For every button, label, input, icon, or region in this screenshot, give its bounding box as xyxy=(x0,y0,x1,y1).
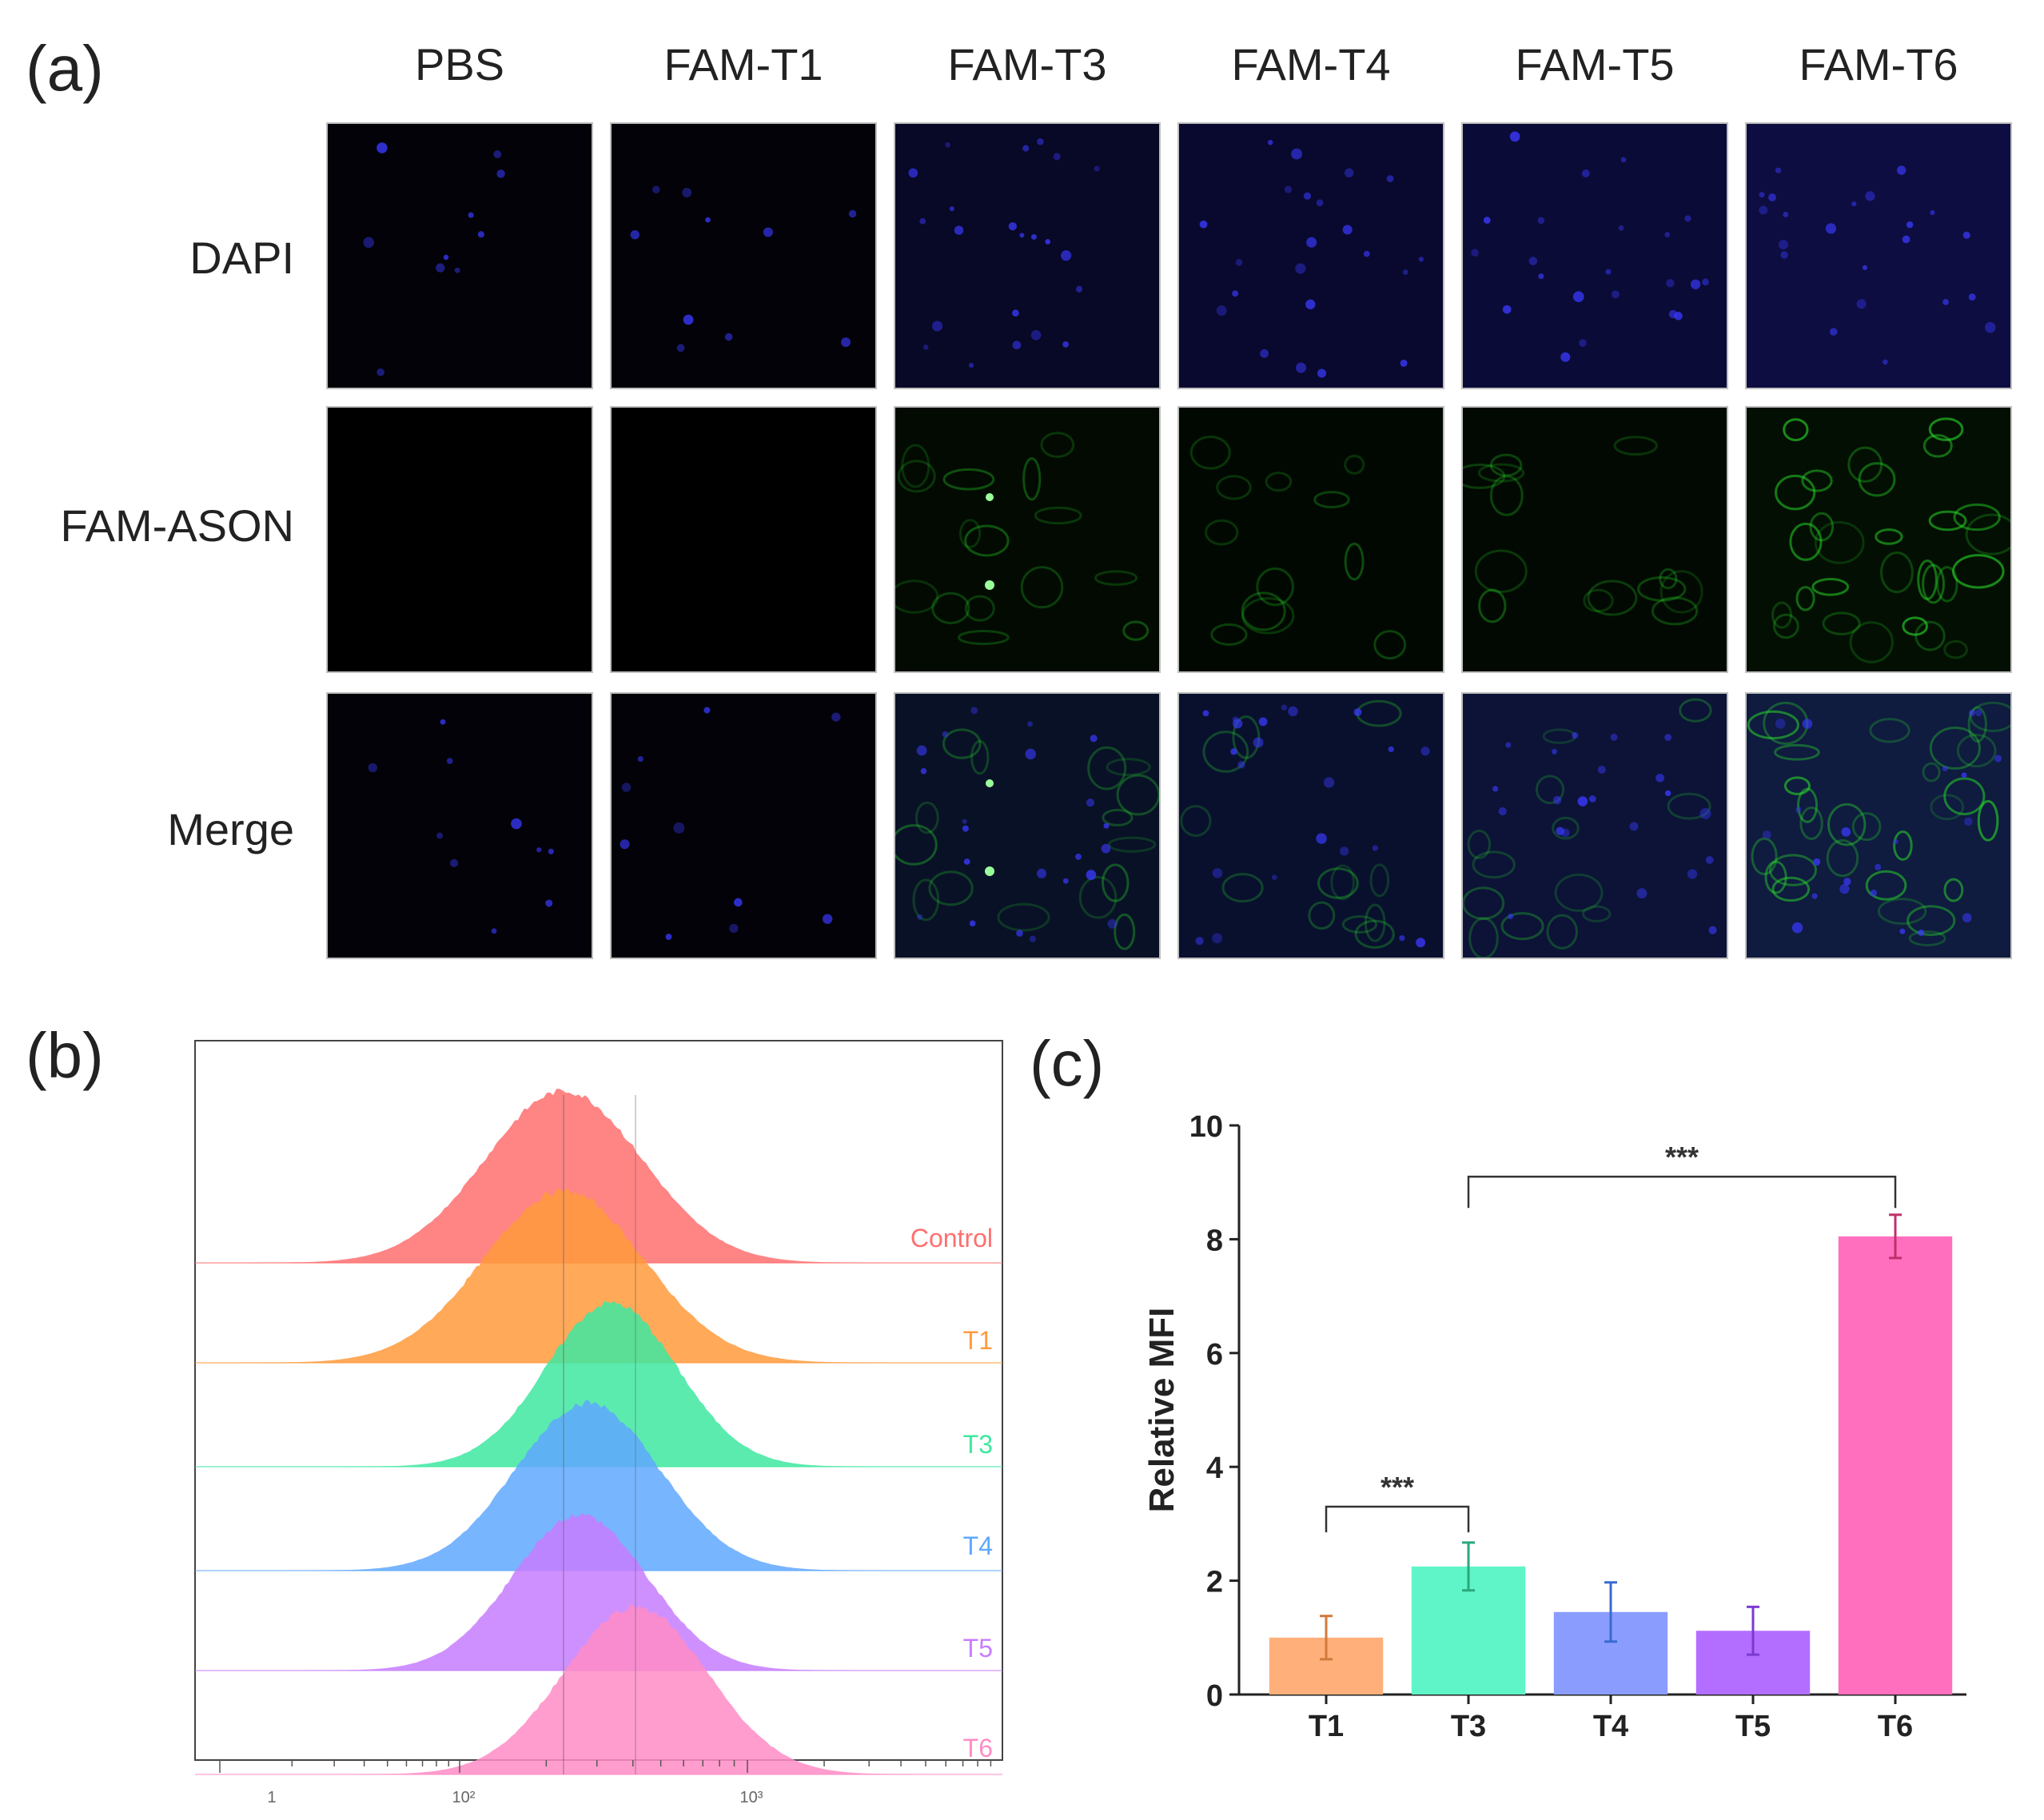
micrograph-dapi-fam-t5 xyxy=(1463,124,1727,388)
y-tick-label: 8 xyxy=(1206,1224,1223,1257)
relative-mfi-bar-chart: 0 2 4 6 8 10 Relative MFI T1 T3 T4 T5 T6 *** *** xyxy=(1142,1110,1966,1743)
row-header-fam-ason: FAM-ASON xyxy=(60,500,294,551)
histogram-t4 xyxy=(195,1400,1002,1571)
significance-bracket xyxy=(1325,1505,1470,1533)
column-header-fam-t5: FAM-T5 xyxy=(1515,39,1675,90)
histogram-label-t3: T3 xyxy=(963,1430,993,1459)
y-tick-label: 6 xyxy=(1206,1338,1223,1372)
y-tick-label: 0 xyxy=(1206,1679,1223,1713)
column-header-fam-t1: FAM-T1 xyxy=(663,39,823,90)
micrograph-dapi-fam-t4 xyxy=(1179,124,1443,388)
micrograph-fam-ason-fam-t3 xyxy=(895,408,1159,671)
micrograph-merge-fam-t5 xyxy=(1463,694,1727,958)
bar-t6 xyxy=(1838,1236,1953,1695)
panel-a-label: (a) xyxy=(26,33,104,104)
micrograph-dapi-fam-t6 xyxy=(1747,124,2010,388)
histogram-label-t1: T1 xyxy=(963,1326,993,1355)
micrograph-fam-ason-pbs xyxy=(328,408,592,671)
micrograph-merge-fam-t1 xyxy=(612,694,875,958)
histogram-label-control: Control xyxy=(910,1224,993,1252)
histogram-t3 xyxy=(195,1300,1002,1467)
column-header-fam-t3: FAM-T3 xyxy=(947,39,1107,90)
y-tick-label: 4 xyxy=(1206,1452,1223,1485)
histogram-x-tick-label: 1 xyxy=(267,1789,276,1806)
panel-c-label: (c) xyxy=(1030,1028,1105,1099)
column-header-fam-t6: FAM-T6 xyxy=(1799,39,1958,90)
histogram-label-t6: T6 xyxy=(963,1734,993,1762)
histogram-t6 xyxy=(195,1604,1002,1774)
significance-label: *** xyxy=(1665,1141,1699,1173)
micrograph-dapi-fam-t3 xyxy=(895,124,1159,388)
histogram-x-tick-label: 10³ xyxy=(740,1789,763,1806)
y-axis-label: Relative MFI xyxy=(1142,1308,1181,1513)
micrograph-fam-ason-fam-t4 xyxy=(1179,408,1443,671)
histogram-label-t5: T5 xyxy=(963,1634,993,1663)
column-header-fam-t4: FAM-T4 xyxy=(1231,39,1391,90)
micrograph-merge-fam-t3 xyxy=(895,694,1159,958)
histogram-label-t4: T4 xyxy=(963,1531,993,1560)
micrograph-fam-ason-fam-t1 xyxy=(612,408,875,671)
histogram-control xyxy=(195,1089,1002,1263)
significance-label: *** xyxy=(1381,1471,1414,1503)
row-header-dapi: DAPI xyxy=(189,233,294,283)
histogram-x-tick-label: 10² xyxy=(452,1789,476,1806)
micrograph-fam-ason-fam-t6 xyxy=(1747,408,2010,671)
y-tick-label: 10 xyxy=(1189,1110,1223,1144)
x-tick-label-t6: T6 xyxy=(1878,1710,1913,1743)
x-tick-label-t1: T1 xyxy=(1309,1710,1344,1743)
x-tick-label-t5: T5 xyxy=(1735,1710,1771,1743)
histogram-t5 xyxy=(195,1512,1002,1671)
panel-b-label: (b) xyxy=(26,1020,104,1091)
row-header-merge: Merge xyxy=(167,804,294,854)
micrograph-merge-fam-t4 xyxy=(1179,694,1443,958)
micrograph-merge-fam-t6 xyxy=(1747,694,2010,958)
y-tick-label: 2 xyxy=(1206,1566,1223,1599)
micrograph-dapi-pbs xyxy=(328,124,592,388)
significance-bracket xyxy=(1467,1175,1897,1209)
micrograph-dapi-fam-t1 xyxy=(612,124,875,388)
column-header-pbs: PBS xyxy=(414,39,505,90)
histogram-t1 xyxy=(195,1188,1002,1363)
micrograph-merge-pbs xyxy=(328,694,592,958)
flow-cytometry-histogram-chart: Control T1 T3 T4 T5 T6 1 10² 10³ xyxy=(194,1040,1003,1806)
micrograph-fam-ason-fam-t5 xyxy=(1463,408,1727,671)
x-tick-label-t4: T4 xyxy=(1593,1710,1628,1743)
x-tick-label-t3: T3 xyxy=(1451,1710,1486,1743)
